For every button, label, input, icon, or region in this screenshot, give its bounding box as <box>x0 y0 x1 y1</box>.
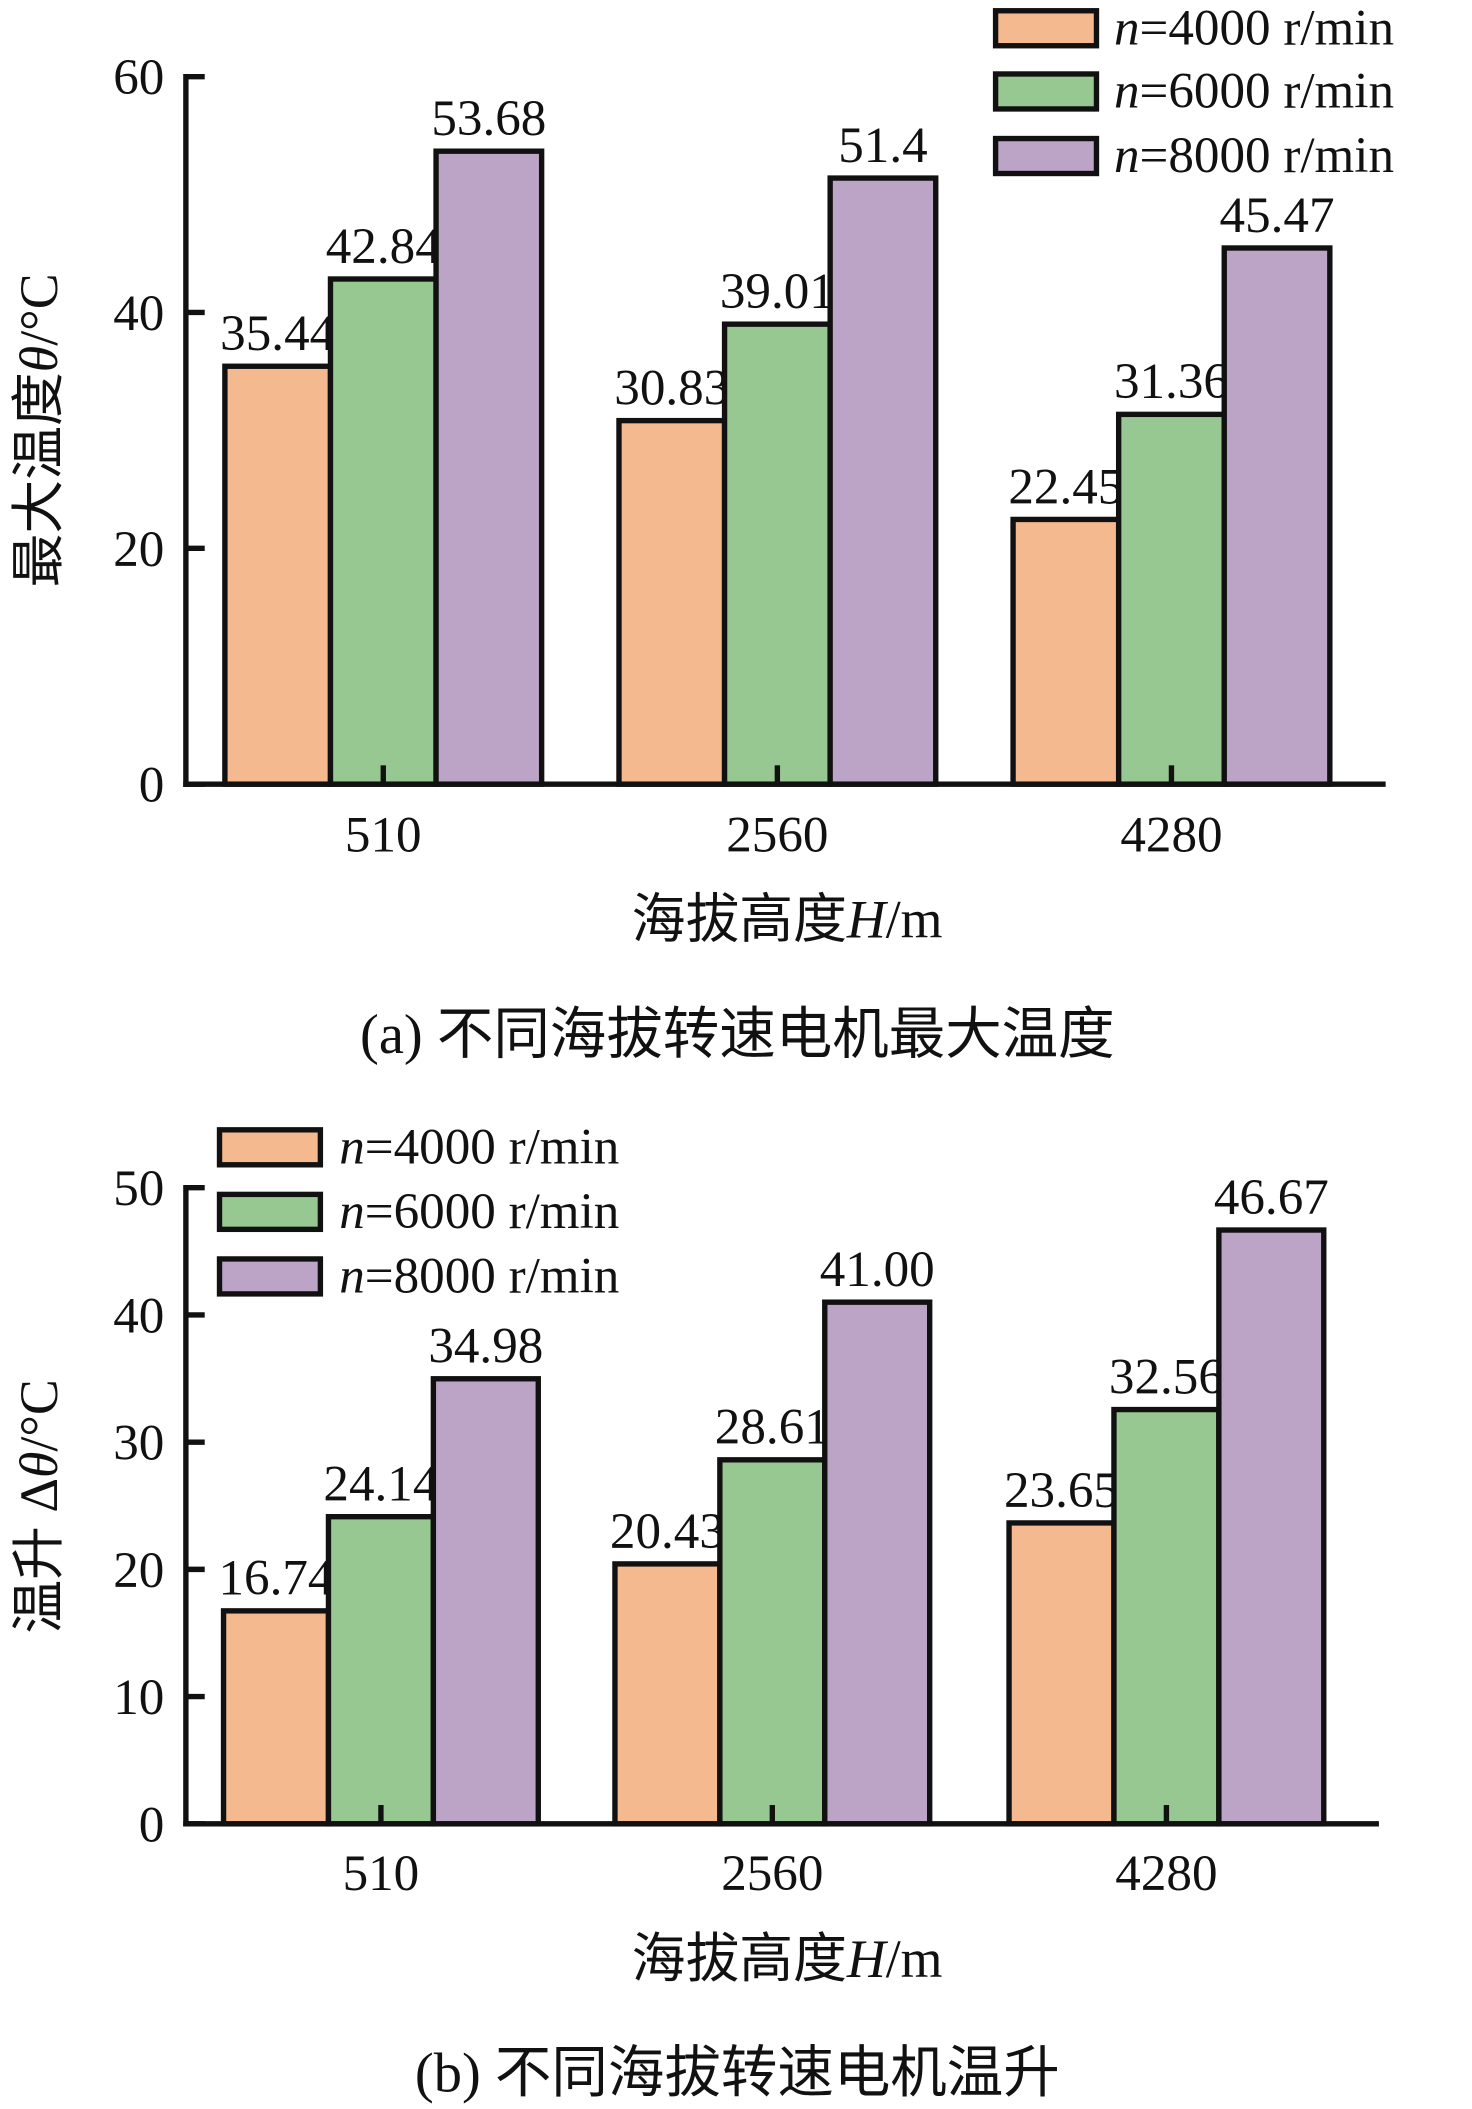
data-label: 23.65 <box>1004 1462 1119 1519</box>
data-label: 22.45 <box>1008 458 1123 515</box>
data-label: 28.61 <box>715 1399 830 1456</box>
y-tick-label: 60 <box>113 49 164 106</box>
bar <box>822 1299 933 1827</box>
data-label: 16.74 <box>219 1550 334 1607</box>
bar <box>717 1457 828 1827</box>
bar <box>430 1376 541 1827</box>
x-tick-label: 4280 <box>1115 1845 1217 1902</box>
legend-label: n=4000 r/min <box>339 1118 619 1175</box>
legend: n=4000 r/min n=6000 r/min n=8000 r/min <box>992 0 1394 184</box>
data-label: 32.56 <box>1109 1348 1224 1405</box>
x-tick-label: 510 <box>343 1845 420 1902</box>
y-axis-title: 温升 Δθ/°C <box>9 1379 69 1633</box>
y-tick-label: 10 <box>113 1669 164 1726</box>
y-tick-label: 30 <box>113 1415 164 1472</box>
y-tick-label: 20 <box>113 1542 164 1599</box>
y-tick-label: 40 <box>113 1287 164 1344</box>
bar <box>1221 245 1333 787</box>
y-tick-label: 50 <box>113 1160 164 1217</box>
bar <box>1111 1406 1222 1827</box>
y-tick-label: 0 <box>139 757 165 814</box>
legend-swatch <box>216 1191 324 1233</box>
x-tick-label: 2560 <box>721 1845 823 1902</box>
y-tick-label: 40 <box>113 285 164 342</box>
data-label: 39.01 <box>720 263 835 320</box>
bar <box>612 1561 723 1827</box>
data-label: 20.43 <box>610 1503 725 1560</box>
data-label: 42.84 <box>326 218 441 275</box>
data-label: 53.68 <box>431 90 546 147</box>
y-tick-label: 20 <box>113 521 164 578</box>
legend: n=4000 r/min n=6000 r/min n=8000 r/min <box>216 1118 619 1305</box>
bar <box>1115 411 1227 787</box>
bar <box>433 148 545 787</box>
y-tick-label: 0 <box>139 1796 165 1853</box>
bar <box>616 417 728 787</box>
data-label: 34.98 <box>428 1318 543 1375</box>
data-label: 31.36 <box>1114 353 1229 410</box>
legend-swatch <box>216 1127 324 1168</box>
legend-label: n=6000 r/min <box>1114 63 1394 120</box>
chart-caption: (b) 不同海拔转速电机温升 <box>415 2043 1060 2105</box>
x-tick-label: 510 <box>345 806 422 863</box>
legend-swatch <box>992 8 1100 49</box>
bar <box>222 363 334 787</box>
chart-caption: (a) 不同海拔转速电机最大温度 <box>360 1004 1115 1066</box>
legend-label: n=4000 r/min <box>1114 0 1394 56</box>
data-label: 51.4 <box>838 117 927 174</box>
data-label: 45.47 <box>1220 187 1335 244</box>
y-axis-title: 最大温度θ/°C <box>9 273 69 587</box>
legend-label: n=8000 r/min <box>339 1248 619 1305</box>
bar <box>327 276 439 787</box>
legend-swatch <box>992 71 1100 112</box>
data-label: 41.00 <box>820 1241 935 1298</box>
bar <box>1006 1520 1117 1827</box>
x-axis-title: 海拔高度H/m <box>632 1929 943 1989</box>
legend-label: n=8000 r/min <box>1114 127 1394 184</box>
x-tick-label: 2560 <box>726 806 828 863</box>
bar <box>827 175 939 787</box>
legend-swatch <box>216 1256 324 1297</box>
chart-a: 35.44 30.83 22.45 42.84 39.01 31.36 53.68 51.4 4… <box>9 0 1394 1066</box>
bar <box>220 1608 332 1827</box>
legend-label: n=6000 r/min <box>339 1183 619 1240</box>
data-label: 35.44 <box>220 305 335 362</box>
bar <box>1010 516 1122 787</box>
x-axis-title: 海拔高度H/m <box>632 889 943 949</box>
bar <box>325 1514 437 1827</box>
data-label: 30.83 <box>614 359 729 416</box>
x-tick-label: 4280 <box>1120 806 1222 863</box>
bar <box>721 321 833 787</box>
data-label: 24.14 <box>323 1456 438 1513</box>
legend-swatch <box>992 135 1100 177</box>
chart-b: 16.74 20.43 23.65 24.14 28.61 32.56 34.98 41.00… <box>9 1118 1379 2105</box>
data-label: 46.67 <box>1214 1169 1329 1226</box>
bar <box>1216 1227 1327 1827</box>
